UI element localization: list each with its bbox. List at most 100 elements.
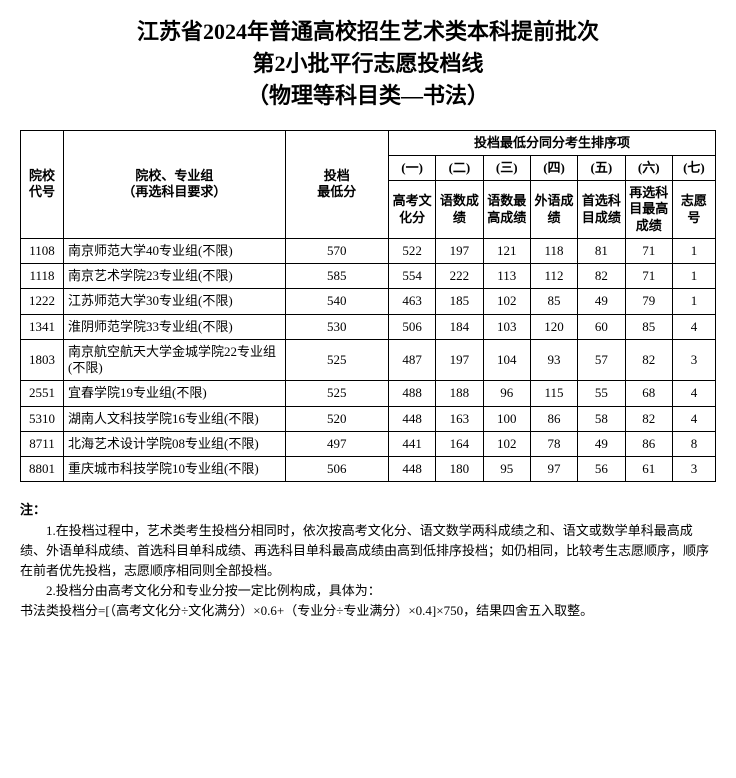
td-t3: 102 (483, 431, 530, 456)
td-t5: 49 (578, 289, 625, 314)
td-t1: 441 (388, 431, 435, 456)
td-t3: 103 (483, 314, 530, 339)
td-code: 1118 (21, 264, 64, 289)
td-t4: 115 (530, 381, 577, 406)
td-t6: 71 (625, 238, 672, 263)
td-t5: 55 (578, 381, 625, 406)
td-t3: 104 (483, 339, 530, 381)
notes-header: 注： (20, 500, 716, 520)
td-t4: 97 (530, 457, 577, 482)
score-table: 院校 代号 院校、专业组 （再选科目要求） 投档 最低分 投档最低分同分考生排序… (20, 130, 716, 483)
th-tie-label: 语数成绩 (436, 181, 483, 239)
td-name: 江苏师范大学30专业组(不限) (64, 289, 286, 314)
td-name: 南京航空航天大学金城学院22专业组(不限) (64, 339, 286, 381)
td-code: 8801 (21, 457, 64, 482)
td-t4: 120 (530, 314, 577, 339)
td-name: 南京艺术学院23专业组(不限) (64, 264, 286, 289)
td-t5: 81 (578, 238, 625, 263)
td-t6: 68 (625, 381, 672, 406)
td-t2: 188 (436, 381, 483, 406)
th-tie-num: (三) (483, 155, 530, 180)
table-row: 1222江苏师范大学30专业组(不限)5404631851028549791 (21, 289, 716, 314)
td-t7: 4 (672, 381, 715, 406)
td-t1: 448 (388, 457, 435, 482)
td-t7: 3 (672, 339, 715, 381)
td-t4: 78 (530, 431, 577, 456)
td-score: 530 (285, 314, 388, 339)
td-score: 506 (285, 457, 388, 482)
note-line: 1.在投档过程中，艺术类考生投档分相同时，依次按高考文化分、语文数学两科成绩之和… (20, 521, 716, 581)
th-code: 院校 代号 (21, 130, 64, 238)
td-t5: 49 (578, 431, 625, 456)
th-tie-num: (四) (530, 155, 577, 180)
td-t4: 112 (530, 264, 577, 289)
td-t3: 113 (483, 264, 530, 289)
th-name: 院校、专业组 （再选科目要求） (64, 130, 286, 238)
td-t3: 100 (483, 406, 530, 431)
td-t1: 522 (388, 238, 435, 263)
td-t5: 57 (578, 339, 625, 381)
td-t1: 554 (388, 264, 435, 289)
td-t6: 82 (625, 406, 672, 431)
td-t1: 506 (388, 314, 435, 339)
td-t6: 85 (625, 314, 672, 339)
td-t6: 86 (625, 431, 672, 456)
th-tie-label: 高考文化分 (388, 181, 435, 239)
td-t7: 1 (672, 289, 715, 314)
td-t3: 95 (483, 457, 530, 482)
title-line: 第2小批平行志愿投档线 (252, 51, 483, 76)
td-t2: 164 (436, 431, 483, 456)
table-row: 1803南京航空航天大学金城学院22专业组(不限)525487197104935… (21, 339, 716, 381)
notes-section: 注： 1.在投档过程中，艺术类考生投档分相同时，依次按高考文化分、语文数学两科成… (20, 500, 716, 621)
td-name: 北海艺术设计学院08专业组(不限) (64, 431, 286, 456)
td-name: 重庆城市科技学院10专业组(不限) (64, 457, 286, 482)
td-t3: 96 (483, 381, 530, 406)
td-score: 497 (285, 431, 388, 456)
td-t3: 102 (483, 289, 530, 314)
td-score: 525 (285, 339, 388, 381)
td-code: 1108 (21, 238, 64, 263)
th-tie-label: 语数最高成绩 (483, 181, 530, 239)
table-row: 5310湖南人文科技学院16专业组(不限)5204481631008658824 (21, 406, 716, 431)
th-tie-label: 首选科目成绩 (578, 181, 625, 239)
td-t2: 163 (436, 406, 483, 431)
td-t2: 184 (436, 314, 483, 339)
th-score: 投档 最低分 (285, 130, 388, 238)
td-t2: 197 (436, 238, 483, 263)
td-t6: 79 (625, 289, 672, 314)
title-line: （物理等科目类—书法） (247, 83, 489, 108)
td-t4: 93 (530, 339, 577, 381)
page-title: 江苏省2024年普通高校招生艺术类本科提前批次 第2小批平行志愿投档线 （物理等… (20, 16, 716, 112)
th-name-text: 院校、专业组 （再选科目要求） (122, 168, 226, 199)
td-code: 1803 (21, 339, 64, 381)
title-line: 江苏省2024年普通高校招生艺术类本科提前批次 (137, 19, 599, 44)
td-t3: 121 (483, 238, 530, 263)
table-body: 1108南京师范大学40专业组(不限)570522197121118817111… (21, 238, 716, 482)
td-code: 1341 (21, 314, 64, 339)
th-tie-num: (一) (388, 155, 435, 180)
td-t6: 61 (625, 457, 672, 482)
td-t5: 82 (578, 264, 625, 289)
td-score: 570 (285, 238, 388, 263)
table-row: 1108南京师范大学40专业组(不限)57052219712111881711 (21, 238, 716, 263)
td-score: 525 (285, 381, 388, 406)
td-name: 淮阴师范学院33专业组(不限) (64, 314, 286, 339)
td-t4: 86 (530, 406, 577, 431)
td-t1: 448 (388, 406, 435, 431)
th-code-text: 院校 代号 (29, 168, 55, 199)
td-t1: 463 (388, 289, 435, 314)
td-name: 宜春学院19专业组(不限) (64, 381, 286, 406)
th-tie-num: (六) (625, 155, 672, 180)
th-tie-group: 投档最低分同分考生排序项 (388, 130, 715, 155)
td-t1: 488 (388, 381, 435, 406)
table-row: 8711北海艺术设计学院08专业组(不限)4974411641027849868 (21, 431, 716, 456)
td-t7: 1 (672, 264, 715, 289)
th-tie-label: 再选科目最高成绩 (625, 181, 672, 239)
td-t6: 82 (625, 339, 672, 381)
td-score: 585 (285, 264, 388, 289)
td-t2: 197 (436, 339, 483, 381)
td-t6: 71 (625, 264, 672, 289)
th-tie-label: 志愿号 (672, 181, 715, 239)
th-tie-num: (七) (672, 155, 715, 180)
td-score: 520 (285, 406, 388, 431)
